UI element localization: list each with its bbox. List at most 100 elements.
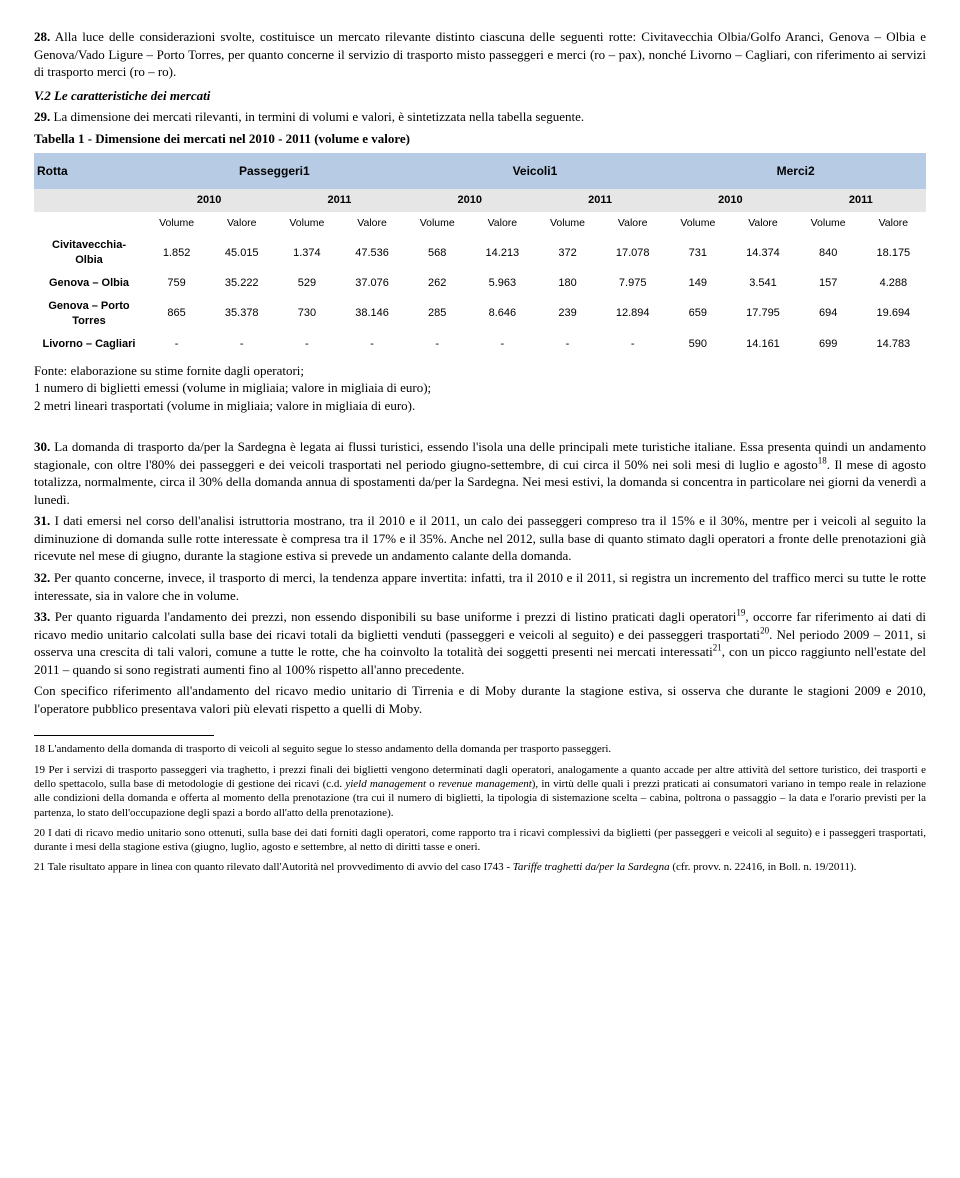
col-sub: Valore (730, 212, 795, 234)
footnote-num: 18 (34, 743, 45, 755)
cell-value: 35.222 (209, 272, 274, 295)
table-header-sub: Volume Valore Volume Valore Volume Valor… (34, 212, 926, 234)
footnote-ref: 20 (760, 625, 769, 635)
col-sub: Valore (339, 212, 404, 234)
paragraph-30: 30. La domanda di trasporto da/per la Sa… (34, 438, 926, 508)
cell-value: 4.288 (861, 272, 926, 295)
cell-value: 180 (535, 272, 600, 295)
cell-value: 865 (144, 295, 209, 333)
footnotes-block: 18 L'andamento della domanda di trasport… (34, 742, 926, 874)
cell-value: - (339, 333, 404, 356)
cell-value: 47.536 (339, 234, 404, 272)
para-text: Alla luce delle considerazioni svolte, c… (34, 29, 926, 79)
cell-value: 12.894 (600, 295, 665, 333)
col-sub: Valore (209, 212, 274, 234)
cell-value: 1.852 (144, 234, 209, 272)
paragraph-29: 29. La dimensione dei mercati rilevanti,… (34, 108, 926, 126)
cell-value: 17.078 (600, 234, 665, 272)
col-year: 2011 (796, 189, 926, 212)
table-body: Civitavecchia- Olbia1.85245.0151.37447.5… (34, 234, 926, 355)
table-footnote: 2 metri lineari trasportati (volume in m… (34, 397, 926, 415)
col-sub: Valore (861, 212, 926, 234)
table-row: Genova – Porto Torres86535.37873038.1462… (34, 295, 926, 333)
cell-value: 285 (405, 295, 470, 333)
col-sub: Volume (144, 212, 209, 234)
table-row: Civitavecchia- Olbia1.85245.0151.37447.5… (34, 234, 926, 272)
para-text: Per quanto concerne, invece, il trasport… (34, 570, 926, 603)
table-header-groups: Rotta Passeggeri1 Veicoli1 Merci2 (34, 153, 926, 189)
cell-value: 14.783 (861, 333, 926, 356)
cell-value: 17.795 (730, 295, 795, 333)
cell-value: - (144, 333, 209, 356)
footnote-ref: 18 (818, 455, 827, 465)
para-num: 31. (34, 513, 50, 528)
cell-value: 3.541 (730, 272, 795, 295)
paragraph-28: 28. Alla luce delle considerazioni svolt… (34, 28, 926, 81)
cell-value: 18.175 (861, 234, 926, 272)
cell-value: 730 (274, 295, 339, 333)
table-footnote: Fonte: elaborazione su stime fornite dag… (34, 362, 926, 380)
cell-value: 38.146 (339, 295, 404, 333)
cell-value: 699 (796, 333, 861, 356)
section-heading: V.2 Le caratteristiche dei mercati (34, 87, 926, 105)
cell-value: 37.076 (339, 272, 404, 295)
cell-value: 731 (665, 234, 730, 272)
table-header-years: 2010 2011 2010 2011 2010 2011 (34, 189, 926, 212)
table-row: Genova – Olbia75935.22252937.0762625.963… (34, 272, 926, 295)
footnote-text: L'andamento della domanda di trasporto d… (48, 743, 611, 755)
para-num: 28. (34, 29, 50, 44)
col-year: 2011 (274, 189, 404, 212)
paragraph-32: 32. Per quanto concerne, invece, il tras… (34, 569, 926, 604)
cell-value: 759 (144, 272, 209, 295)
footnote-separator (34, 735, 214, 736)
footnote-text: I dati di ricavo medio unitario sono ott… (34, 827, 926, 853)
cell-value: 372 (535, 234, 600, 272)
footnote-text: Tale risultato appare in linea con quant… (48, 861, 513, 873)
footnote-text: (cfr. provv. n. 22416, in Boll. n. 19/20… (670, 861, 857, 873)
footnote-italic: yield management (345, 778, 426, 790)
cell-route: Genova – Porto Torres (34, 295, 144, 333)
cell-value: 659 (665, 295, 730, 333)
footnote-italic: revenue management (438, 778, 532, 790)
para-num: 33. (34, 609, 50, 624)
cell-value: 45.015 (209, 234, 274, 272)
col-group: Passeggeri1 (144, 153, 405, 189)
cell-value: 1.374 (274, 234, 339, 272)
footnote-19: 19 Per i servizi di trasporto passeggeri… (34, 763, 926, 820)
col-year: 2010 (144, 189, 274, 212)
para-num: 30. (34, 439, 50, 454)
para-text: I dati emersi nel corso dell'analisi ist… (34, 513, 926, 563)
para-num: 29. (34, 109, 50, 124)
footnote-num: 20 (34, 827, 45, 839)
cell-value: 19.694 (861, 295, 926, 333)
paragraph-33-cont: Con specifico riferimento all'andamento … (34, 682, 926, 717)
paragraph-33: 33. Per quanto riguarda l'andamento dei … (34, 608, 926, 678)
footnote-18: 18 L'andamento della domanda di trasport… (34, 742, 926, 756)
col-sub: Volume (665, 212, 730, 234)
cell-value: 5.963 (470, 272, 535, 295)
cell-value: - (209, 333, 274, 356)
footnote-italic: Tariffe traghetti da/per la Sardegna (513, 861, 670, 873)
col-group: Merci2 (665, 153, 926, 189)
footnote-num: 19 (34, 764, 45, 776)
footnote-num: 21 (34, 861, 45, 873)
data-table: Rotta Passeggeri1 Veicoli1 Merci2 2010 2… (34, 153, 926, 355)
cell-value: 840 (796, 234, 861, 272)
cell-route: Livorno – Cagliari (34, 333, 144, 356)
cell-value: 149 (665, 272, 730, 295)
cell-value: 14.213 (470, 234, 535, 272)
footnote-ref: 21 (713, 643, 722, 653)
cell-value: - (535, 333, 600, 356)
cell-value: 14.161 (730, 333, 795, 356)
col-sub: Volume (274, 212, 339, 234)
cell-route: Civitavecchia- Olbia (34, 234, 144, 272)
para-text: La domanda di trasporto da/per la Sardeg… (34, 439, 926, 472)
paragraph-31: 31. I dati emersi nel corso dell'analisi… (34, 512, 926, 565)
cell-value: 157 (796, 272, 861, 295)
footnote-text: o (426, 778, 438, 790)
col-year: 2010 (405, 189, 535, 212)
table-row: Livorno – Cagliari--------59014.16169914… (34, 333, 926, 356)
footnote-21: 21 Tale risultato appare in linea con qu… (34, 860, 926, 874)
col-sub: Volume (796, 212, 861, 234)
cell-route: Genova – Olbia (34, 272, 144, 295)
